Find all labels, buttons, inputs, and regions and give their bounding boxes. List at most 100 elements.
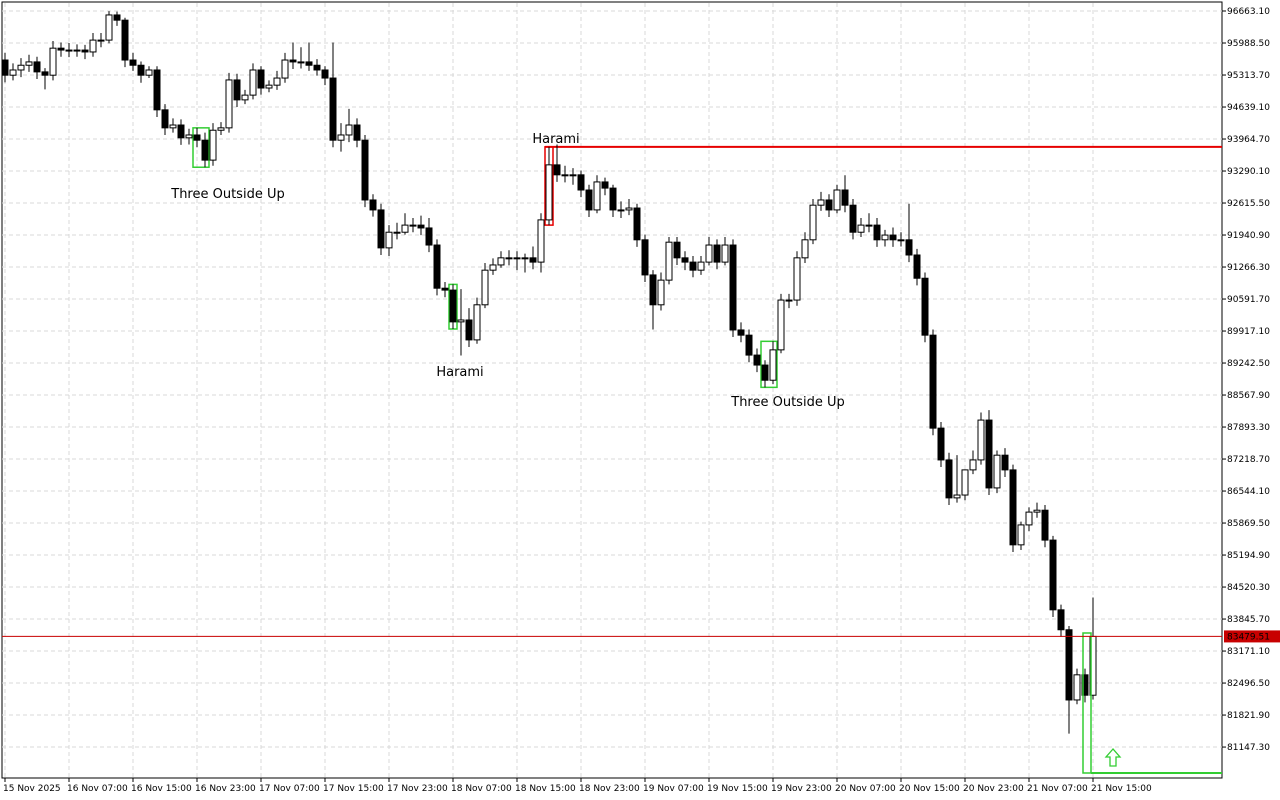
- candle-body: [537, 219, 545, 263]
- y-tick-label: 93964.70: [1227, 135, 1270, 145]
- candle-body: [553, 164, 561, 176]
- candle-body: [345, 124, 353, 136]
- candle-body: [121, 19, 129, 61]
- candle-body: [713, 244, 721, 263]
- candle-body: [177, 124, 185, 139]
- candle-body: [857, 224, 865, 233]
- candle-body: [145, 69, 153, 76]
- candle-body: [577, 174, 585, 191]
- candle-body: [1049, 539, 1057, 611]
- candle-body: [793, 257, 801, 301]
- x-tick-label: 17 Nov 23:00: [387, 784, 448, 794]
- candle-body: [217, 127, 225, 131]
- candle-body: [937, 427, 945, 461]
- candle-body: [729, 244, 737, 331]
- candle-body: [593, 181, 601, 211]
- candle-body: [737, 329, 745, 336]
- candle-body: [625, 207, 633, 211]
- candle-body: [1017, 524, 1025, 546]
- candle-body: [761, 364, 769, 381]
- candle-body: [1001, 454, 1009, 471]
- candle-body: [49, 47, 57, 76]
- candle-body: [457, 319, 465, 323]
- candle-body: [337, 134, 345, 141]
- y-tick-label: 94639.10: [1227, 103, 1270, 113]
- candle-body: [241, 94, 249, 101]
- x-tick-label: 21 Nov 15:00: [1091, 784, 1152, 794]
- x-tick-label: 19 Nov 15:00: [707, 784, 768, 794]
- candle-body: [961, 469, 969, 496]
- x-tick-label: 17 Nov 07:00: [259, 784, 320, 794]
- y-tick-label: 84520.30: [1227, 583, 1270, 593]
- candle-body: [249, 69, 257, 96]
- candle-body: [65, 49, 73, 52]
- candle-body: [129, 59, 137, 66]
- candle-body: [233, 79, 241, 101]
- candle-body: [673, 241, 681, 259]
- y-tick-label: 85869.50: [1227, 519, 1270, 529]
- candle-body: [489, 264, 497, 271]
- candle-body: [97, 39, 105, 42]
- x-tick-label: 20 Nov 23:00: [963, 784, 1024, 794]
- candle-body: [865, 224, 873, 227]
- candle-body: [409, 224, 417, 227]
- candle-body: [849, 204, 857, 233]
- candle-body: [297, 61, 305, 64]
- candle-body: [753, 354, 761, 366]
- candle-body: [201, 139, 209, 161]
- candle-body: [329, 77, 337, 141]
- candle-body: [449, 289, 457, 323]
- candle-body: [649, 274, 657, 306]
- candle-body: [657, 279, 665, 306]
- candle-body: [393, 231, 401, 234]
- y-tick-label: 95988.50: [1227, 39, 1270, 49]
- candle-body: [321, 69, 329, 79]
- candle-body: [1073, 674, 1081, 701]
- plot-frame: [1, 1, 1223, 779]
- candle-body: [809, 204, 817, 241]
- x-tick-label: 18 Nov 23:00: [579, 784, 640, 794]
- candle-body: [153, 69, 161, 111]
- y-tick-label: 91940.90: [1227, 231, 1270, 241]
- candle-body: [305, 61, 313, 66]
- candle-body: [137, 64, 145, 76]
- candle-body: [273, 77, 281, 86]
- candle-body: [929, 334, 937, 429]
- candle-body: [185, 134, 193, 139]
- pattern-label: Harami: [436, 365, 483, 380]
- candle-body: [209, 129, 217, 161]
- candle-body: [1081, 674, 1089, 696]
- candle-body: [1025, 511, 1033, 526]
- candle-body: [689, 261, 697, 271]
- x-tick-label: 17 Nov 15:00: [323, 784, 384, 794]
- candle-body: [257, 69, 265, 89]
- candle-body: [281, 59, 289, 79]
- candle-body: [985, 419, 993, 489]
- y-tick-label: 86544.10: [1227, 487, 1270, 497]
- x-tick-label: 20 Nov 07:00: [835, 784, 896, 794]
- y-tick-label: 87218.70: [1227, 455, 1270, 465]
- candle-body: [113, 14, 121, 21]
- candle-body: [769, 349, 777, 381]
- candle-body: [641, 239, 649, 276]
- candle-body: [265, 84, 273, 89]
- y-tick-label: 82496.50: [1227, 679, 1270, 689]
- candle-body: [921, 277, 929, 336]
- candle-body: [665, 241, 673, 281]
- candle-body: [953, 494, 961, 499]
- candle-body: [473, 304, 481, 341]
- candle-body: [81, 49, 89, 53]
- y-tick-label: 87893.30: [1227, 423, 1270, 433]
- pattern-box: [192, 127, 210, 168]
- candle-body: [41, 71, 49, 76]
- y-tick-label: 92615.50: [1227, 199, 1270, 209]
- candle-body: [617, 209, 625, 212]
- candle-body: [353, 124, 361, 141]
- candle-body: [1, 59, 9, 76]
- y-tick-label: 89242.50: [1227, 359, 1270, 369]
- y-tick-label: 90591.70: [1227, 295, 1270, 305]
- candle-body: [9, 69, 17, 76]
- candle-body: [889, 234, 897, 241]
- candle-body: [521, 257, 529, 260]
- candle-body: [697, 261, 705, 271]
